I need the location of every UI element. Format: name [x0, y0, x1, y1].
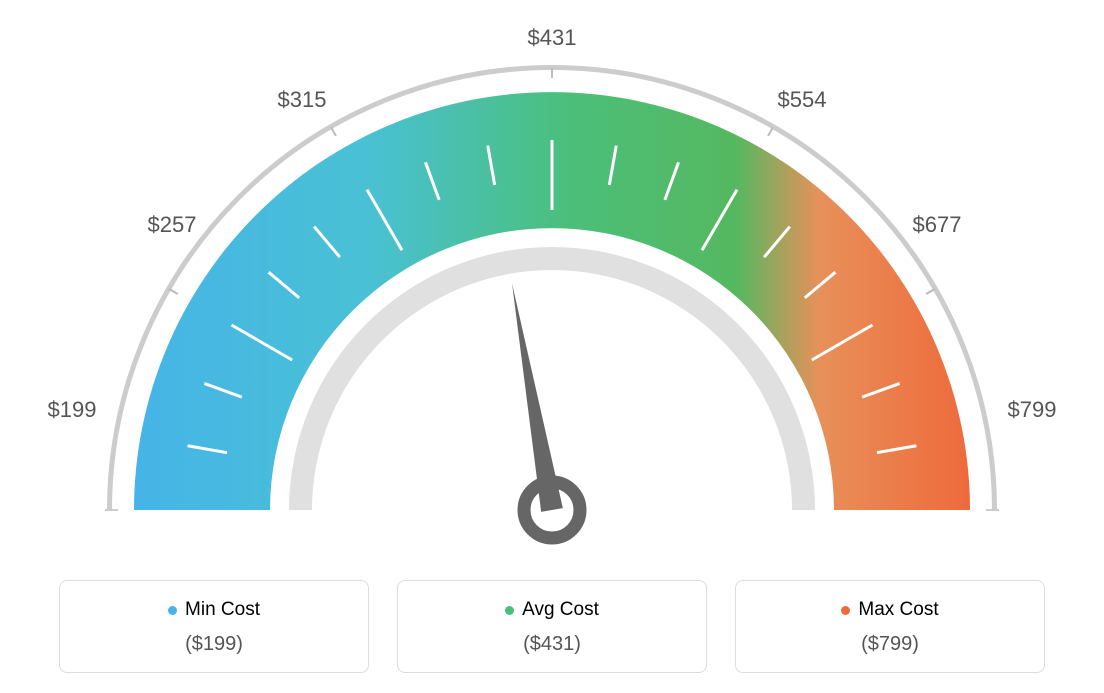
gauge-tick-label: $554 — [778, 87, 827, 113]
gauge-tick-label: $677 — [913, 212, 962, 238]
gauge-svg — [22, 20, 1082, 560]
legend-title-avg: Avg Cost — [505, 599, 599, 621]
legend-row: Min Cost ($199) Avg Cost ($431) Max Cost… — [20, 580, 1084, 673]
gauge-tick-label: $315 — [278, 87, 327, 113]
legend-max-value: ($799) — [746, 633, 1034, 656]
legend-title-max: Max Cost — [841, 599, 938, 621]
legend-card-min: Min Cost ($199) — [59, 580, 369, 673]
gauge-tick-label: $199 — [48, 397, 97, 423]
legend-avg-value: ($431) — [408, 633, 696, 656]
dot-icon — [841, 606, 850, 615]
dot-icon — [168, 606, 177, 615]
legend-min-label: Min Cost — [185, 599, 260, 621]
gauge-tick-label: $431 — [528, 25, 577, 51]
gauge-chart: $199 $257 $315 $431 $554 $677 $799 — [22, 20, 1082, 560]
legend-avg-label: Avg Cost — [522, 599, 599, 621]
legend-card-max: Max Cost ($799) — [735, 580, 1045, 673]
gauge-tick-label: $799 — [1008, 397, 1057, 423]
legend-max-label: Max Cost — [858, 599, 938, 621]
legend-min-value: ($199) — [70, 633, 358, 656]
legend-card-avg: Avg Cost ($431) — [397, 580, 707, 673]
gauge-tick-label: $257 — [148, 212, 197, 238]
dot-icon — [505, 606, 514, 615]
legend-title-min: Min Cost — [168, 599, 260, 621]
